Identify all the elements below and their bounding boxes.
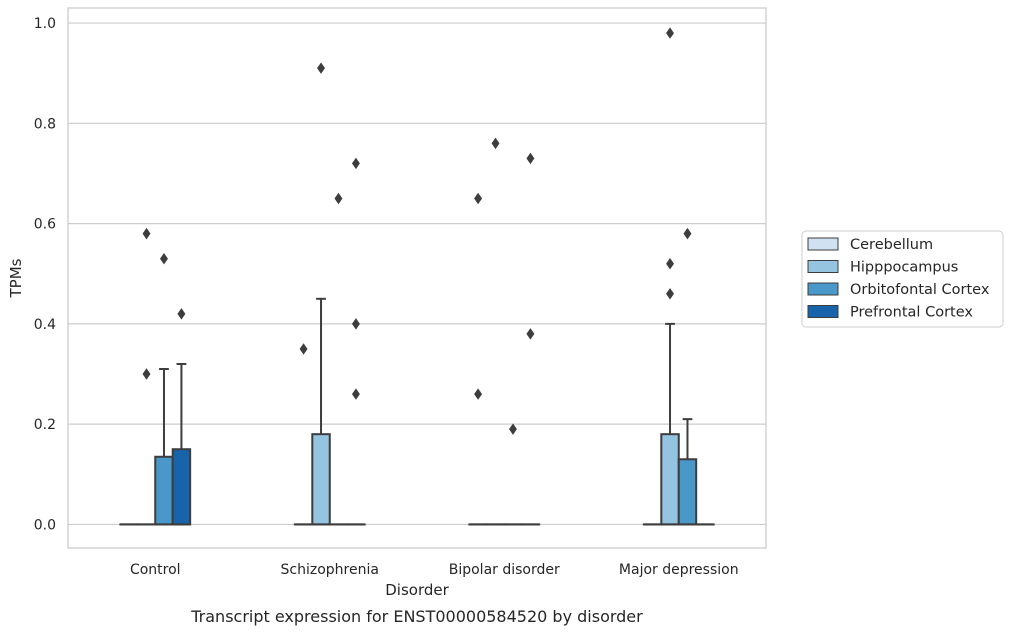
outlier-point xyxy=(683,227,692,240)
y-tick-label: 0.6 xyxy=(34,217,56,233)
outlier-point xyxy=(666,288,674,300)
plot-frame xyxy=(67,7,767,549)
legend-label: Hipppocampus xyxy=(850,260,958,276)
outlier-point xyxy=(299,343,308,355)
legend-item: Prefrontal Cortex xyxy=(807,305,973,321)
y-tick-label: 0.8 xyxy=(34,116,56,132)
outlier-point xyxy=(351,388,360,400)
box-orbitofontal-cortex xyxy=(677,418,698,526)
legend-label: Cerebellum xyxy=(850,237,933,253)
x-tick-label: Bipolar disorder xyxy=(449,562,560,578)
legend-frame xyxy=(801,230,1004,328)
x-tick-label: Major depression xyxy=(619,562,739,578)
outlier-point xyxy=(666,27,674,39)
x-tick-label: Schizophrenia xyxy=(281,562,379,578)
outlier-point xyxy=(142,368,151,380)
y-axis-label: TPMs xyxy=(7,258,25,298)
outlier-point xyxy=(160,252,168,265)
outlier-point xyxy=(474,192,483,205)
box-orbitofontal-cortex xyxy=(154,368,174,526)
legend-label: Orbitofontal Cortex xyxy=(850,282,990,298)
x-axis: Control Schizophrenia Bipolar disorder Majo… xyxy=(130,562,739,578)
outlier-point xyxy=(474,388,483,400)
outlier-point xyxy=(526,152,535,165)
legend-swatch xyxy=(807,260,839,273)
legend-label: Prefrontal Cortex xyxy=(850,305,973,321)
box xyxy=(311,433,331,526)
x-tick-label: Control xyxy=(130,562,181,578)
box-hipppocampus xyxy=(311,297,331,526)
legend-item: Hipppocampus xyxy=(807,260,958,276)
outlier-point xyxy=(509,423,517,435)
outlier-point xyxy=(177,308,186,320)
box xyxy=(171,448,192,526)
box xyxy=(660,433,680,526)
outlier-point xyxy=(351,318,360,330)
outlier-points xyxy=(142,27,692,435)
box xyxy=(677,458,698,526)
y-tick-label: 0.4 xyxy=(34,317,56,333)
legend-item: Cerebellum xyxy=(807,237,933,253)
box xyxy=(154,455,174,526)
y-axis: 0.0 0.2 0.4 0.6 0.8 1.0 xyxy=(34,16,56,533)
legend-item: Orbitofontal Cortex xyxy=(807,282,990,298)
box-plots xyxy=(119,297,715,526)
legend-swatch xyxy=(807,282,839,296)
legend: Cerebellum Hipppocampus Orbitofontal Corte… xyxy=(801,230,1004,328)
y-tick-label: 0.0 xyxy=(34,517,56,533)
legend-swatch xyxy=(807,237,839,251)
legend-swatch xyxy=(807,305,839,318)
outlier-point xyxy=(334,192,343,205)
x-axis-label: Disorder xyxy=(385,581,449,599)
y-tick-label: 0.2 xyxy=(34,417,56,433)
outlier-point xyxy=(142,227,151,240)
outlier-point xyxy=(526,328,535,340)
figure-caption: Transcript expression for ENST0000058452… xyxy=(190,607,643,626)
outlier-point xyxy=(351,157,360,170)
y-tick-label: 1.0 xyxy=(34,16,56,32)
outlier-point xyxy=(317,62,325,74)
outlier-point xyxy=(491,137,500,150)
box-prefrontal-cortex xyxy=(171,362,192,526)
outlier-point xyxy=(666,257,674,270)
